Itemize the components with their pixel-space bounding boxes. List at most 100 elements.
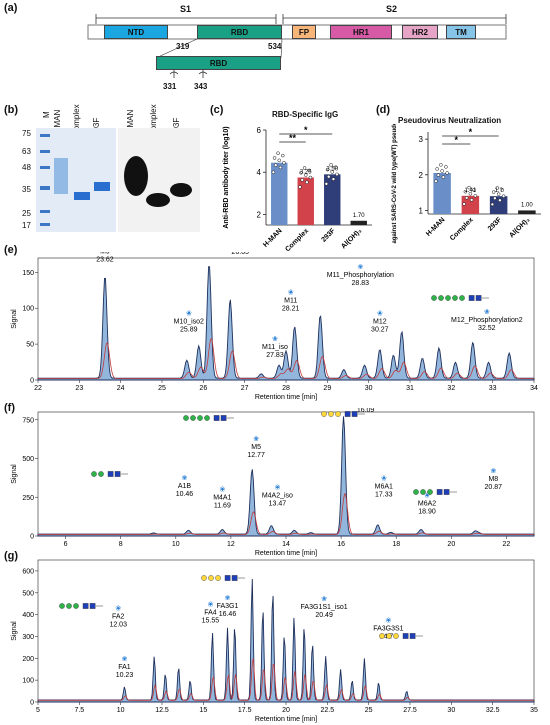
peak-label: M11_iso — [262, 344, 288, 351]
control-trace — [38, 338, 534, 379]
data-point — [464, 196, 469, 200]
x-axis-label: Retention time [min] — [255, 394, 317, 401]
x-tick-label: 12 — [227, 541, 235, 548]
glycan-residue — [379, 633, 385, 639]
peak-label: FA2 — [112, 613, 125, 620]
data-point — [325, 167, 330, 172]
peak-value: 30.27 — [371, 326, 389, 333]
data-point — [444, 165, 448, 169]
domain-hr2: HR2 — [402, 25, 438, 39]
x-tick-label: 29 — [323, 385, 331, 392]
peak-value: 20.87 — [485, 484, 503, 491]
data-point — [445, 171, 449, 175]
x-tick-label: 35 — [530, 707, 538, 714]
rbd-zoom-box: RBD — [156, 56, 281, 70]
data-point — [282, 160, 286, 165]
domain-fp: FP — [292, 25, 316, 39]
glycan-residue — [208, 575, 214, 581]
x-tick-label: H-MAN — [425, 216, 446, 237]
glycan-glcnac — [475, 295, 482, 301]
data-point — [495, 186, 500, 190]
x-tick-label: 32.5 — [486, 707, 500, 714]
x-tick-label: 22.5 — [321, 707, 335, 714]
glycan-glcnac — [89, 603, 96, 609]
y-axis-label: Signal — [11, 309, 18, 329]
domain-tm: TM — [446, 25, 476, 39]
glycan-icon: ❀ — [122, 656, 128, 663]
glycan-glcnac — [344, 411, 351, 417]
glycan-residue — [197, 415, 203, 421]
data-point — [278, 165, 283, 170]
peak-value: 23.62 — [96, 256, 114, 263]
control-trace — [38, 658, 534, 701]
data-point — [304, 173, 308, 177]
glycan-glcnac — [107, 471, 114, 477]
data-label: 1.00 — [521, 202, 533, 208]
glycan-residue — [183, 415, 189, 421]
data-point — [329, 163, 333, 167]
glycan-residue — [328, 411, 334, 417]
peak-value: 20.49 — [315, 612, 333, 619]
glycan-icon: ❀ — [357, 264, 363, 271]
glycan-icon: ❀ — [225, 595, 231, 602]
y-axis-label: Anti-RBD antibody titer (log10) — [223, 126, 230, 228]
glycan-residue — [393, 633, 399, 639]
glycan-glcnac — [436, 489, 443, 495]
x-tick-label: 32 — [447, 385, 455, 392]
x-tick-label: 24 — [117, 385, 125, 392]
s1-label: S1 — [180, 4, 192, 14]
glycan-icon: ❀ — [424, 492, 430, 499]
rbd-start-label: 319 — [176, 42, 190, 51]
data-point — [436, 173, 441, 177]
domain-rbd: RBD — [197, 25, 282, 39]
gel-images — [36, 128, 200, 232]
bar — [350, 220, 367, 225]
glycan-icon: ❀ — [186, 311, 192, 318]
peak-label: M6A1 — [375, 484, 393, 491]
y-tick-label: 600 — [22, 568, 34, 575]
x-tick-label: 28 — [282, 385, 290, 392]
glycan-icon: ❀ — [381, 476, 387, 483]
gel-marker-label: M — [42, 111, 51, 118]
data-point — [490, 202, 495, 207]
peak-value: 17.33 — [375, 492, 393, 499]
x-tick-label: 10 — [117, 707, 125, 714]
peak-label: M11_Phosphorylation — [327, 272, 394, 279]
x-tick-label: 20 — [447, 541, 455, 548]
x-tick-label: 27.5 — [403, 707, 417, 714]
x-axis-label: Retention time [min] — [255, 716, 317, 723]
y-tick-label: 500 — [22, 590, 34, 597]
bar — [297, 177, 314, 225]
glycan-site-331: 331 — [163, 82, 177, 91]
y-tick-label: 150 — [22, 270, 34, 277]
x-tick-label: 12.5 — [155, 707, 169, 714]
glycan-icon: ❀ — [377, 310, 383, 317]
data-point — [272, 156, 277, 160]
data-point — [500, 188, 505, 192]
glycan-residue — [431, 295, 437, 301]
peak-label: M9 — [100, 252, 110, 255]
glycan-residue — [91, 471, 97, 477]
mw-63: 63 — [22, 147, 31, 156]
data-point — [277, 158, 281, 163]
y-tick-label: 4 — [257, 168, 262, 177]
glycan-residue — [73, 603, 79, 609]
data-point — [307, 168, 312, 173]
x-tick-label: 30 — [365, 385, 373, 392]
x-tick-label: 7.5 — [74, 707, 84, 714]
peak-value: 10.46 — [176, 491, 194, 498]
mw-25: 25 — [22, 209, 31, 218]
peak-label: M11 — [284, 297, 297, 304]
y-tick-label: 100 — [22, 678, 34, 685]
x-tick-label: 26 — [199, 385, 207, 392]
y-tick-label: 0 — [30, 700, 34, 707]
x-tick-label: 20 — [282, 707, 290, 714]
data-point — [434, 179, 438, 183]
glycan-glcnac — [220, 415, 227, 421]
y-tick-label: 3 — [419, 135, 424, 144]
s2-label: S2 — [386, 4, 398, 14]
glycan-glcnac — [114, 471, 121, 477]
x-axis-label: Retention time [min] — [255, 550, 317, 557]
rbd-end-label: 534 — [268, 42, 282, 51]
x-tick-label: 15 — [199, 707, 207, 714]
